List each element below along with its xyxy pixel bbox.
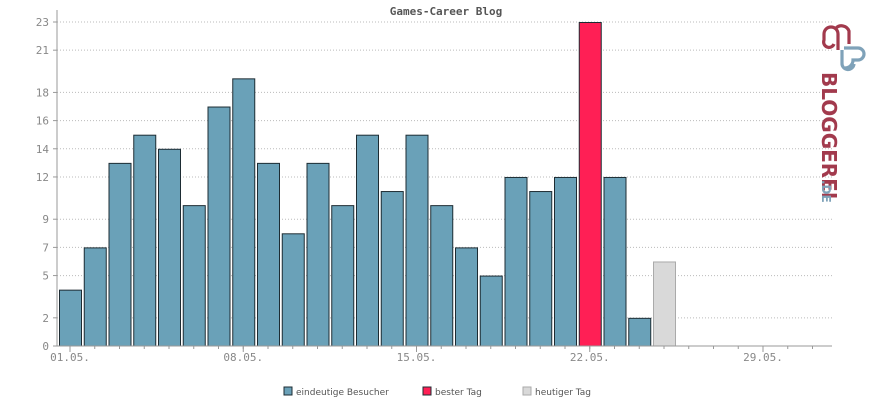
- bar: [331, 205, 355, 347]
- bar: [182, 205, 206, 347]
- legend-swatch: [283, 386, 293, 396]
- axes: [56, 10, 832, 347]
- y-tick-label: 21: [36, 44, 49, 57]
- brand-name: BLOGGEREI: [817, 72, 841, 199]
- brand-suffix: .DE: [819, 180, 833, 203]
- bar: [455, 247, 478, 347]
- y-tick-label: 16: [36, 115, 49, 128]
- bar: [504, 176, 528, 347]
- y-axis-ticks: 0 2 5 7 9 12 14 16 18 21 23: [36, 16, 57, 353]
- x-tick-label: 15.05.: [397, 351, 437, 364]
- x-tick-label: 22.05.: [570, 351, 610, 364]
- bloggerei-logo[interactable]: BLOGGEREI .DE: [817, 24, 866, 203]
- legend-label: bester Tag: [435, 388, 482, 398]
- bar: [158, 148, 181, 347]
- x-axis-ticks: 01.05. 08.05. 15.05. 22.05. 29.05.: [50, 346, 813, 364]
- bar: [108, 162, 132, 347]
- bar: [207, 106, 231, 347]
- bar: [380, 191, 404, 347]
- x-tick-label: 01.05.: [50, 351, 90, 364]
- y-tick-label: 5: [42, 270, 49, 283]
- bar: [133, 134, 157, 347]
- bars: [59, 22, 676, 347]
- bar: [578, 22, 602, 347]
- y-tick-label: 14: [36, 143, 50, 156]
- y-tick-label: 7: [42, 241, 49, 254]
- y-tick-label: 18: [36, 86, 49, 99]
- bar: [430, 205, 454, 347]
- legend-swatch: [522, 386, 532, 396]
- y-tick-label: 23: [36, 16, 49, 29]
- legend-label: eindeutige Besucher: [296, 388, 389, 398]
- x-tick-label: 29.05.: [743, 351, 783, 364]
- bar: [603, 176, 627, 347]
- bar: [356, 134, 379, 347]
- y-tick-label: 2: [42, 312, 49, 325]
- bar: [479, 275, 503, 347]
- legend-swatch: [422, 386, 432, 396]
- y-tick-label: 9: [42, 213, 49, 226]
- bar: [59, 289, 82, 347]
- x-tick-label: 08.05.: [223, 351, 263, 364]
- bar: [281, 233, 305, 347]
- bar: [83, 247, 107, 347]
- y-tick-label: 0: [42, 340, 49, 353]
- bar: [554, 176, 577, 347]
- bar: [653, 261, 676, 347]
- bar: [257, 162, 280, 347]
- chart-title: Games-Career Blog: [390, 5, 503, 18]
- legend: eindeutige Besucher bester Tag heutiger Ta…: [283, 386, 591, 398]
- logo-mark-icon: [822, 24, 866, 72]
- bar: [405, 134, 429, 347]
- bar: [306, 162, 330, 347]
- bar: [232, 78, 256, 347]
- bar: [628, 317, 652, 347]
- legend-label: heutiger Tag: [535, 388, 591, 398]
- y-tick-label: 12: [36, 171, 49, 184]
- bar: [529, 191, 553, 347]
